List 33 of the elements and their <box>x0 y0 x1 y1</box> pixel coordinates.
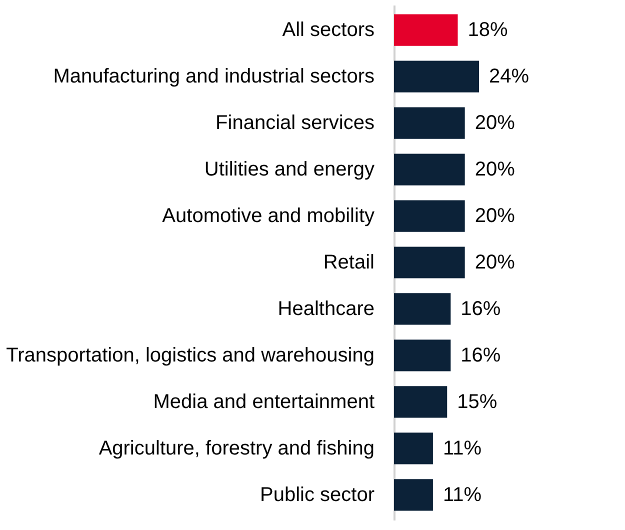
bar <box>394 432 433 464</box>
data-label: 16% <box>460 344 501 366</box>
y-tick-label: Healthcare <box>278 298 374 320</box>
data-label: 24% <box>489 66 530 88</box>
y-tick-label: Retail <box>323 252 374 274</box>
bar <box>394 60 479 92</box>
data-label: 20% <box>474 158 516 181</box>
bar <box>394 293 451 325</box>
data-label: 15% <box>457 390 498 413</box>
y-tick-label: Media and entertainment <box>153 390 375 413</box>
y-tick-label: Utilities and energy <box>204 158 374 181</box>
data-label: 20% <box>474 252 516 274</box>
bar <box>394 107 465 139</box>
bar <box>394 154 465 186</box>
y-tick-label: Transportation, logistics and warehousing <box>6 344 374 366</box>
y-tick-label: Automotive and mobility <box>162 205 374 228</box>
y-tick-label: Agriculture, forestry and fishing <box>98 437 374 460</box>
bar <box>394 246 465 278</box>
y-tick-label: All sectors <box>282 19 374 42</box>
bar <box>394 14 458 46</box>
data-label: 11% <box>442 484 482 506</box>
data-label: 20% <box>474 205 516 228</box>
data-label: 20% <box>474 112 516 134</box>
data-label: 16% <box>460 298 501 320</box>
bar <box>394 479 433 511</box>
y-tick-label: Manufacturing and industrial sectors <box>53 66 374 88</box>
bar <box>394 386 448 418</box>
data-label: 18% <box>468 19 508 42</box>
y-tick-label: Public sector <box>260 484 375 506</box>
bar <box>394 340 451 372</box>
y-tick-label: Financial services <box>216 112 374 134</box>
data-label: 11% <box>442 437 482 460</box>
bar <box>394 200 465 232</box>
